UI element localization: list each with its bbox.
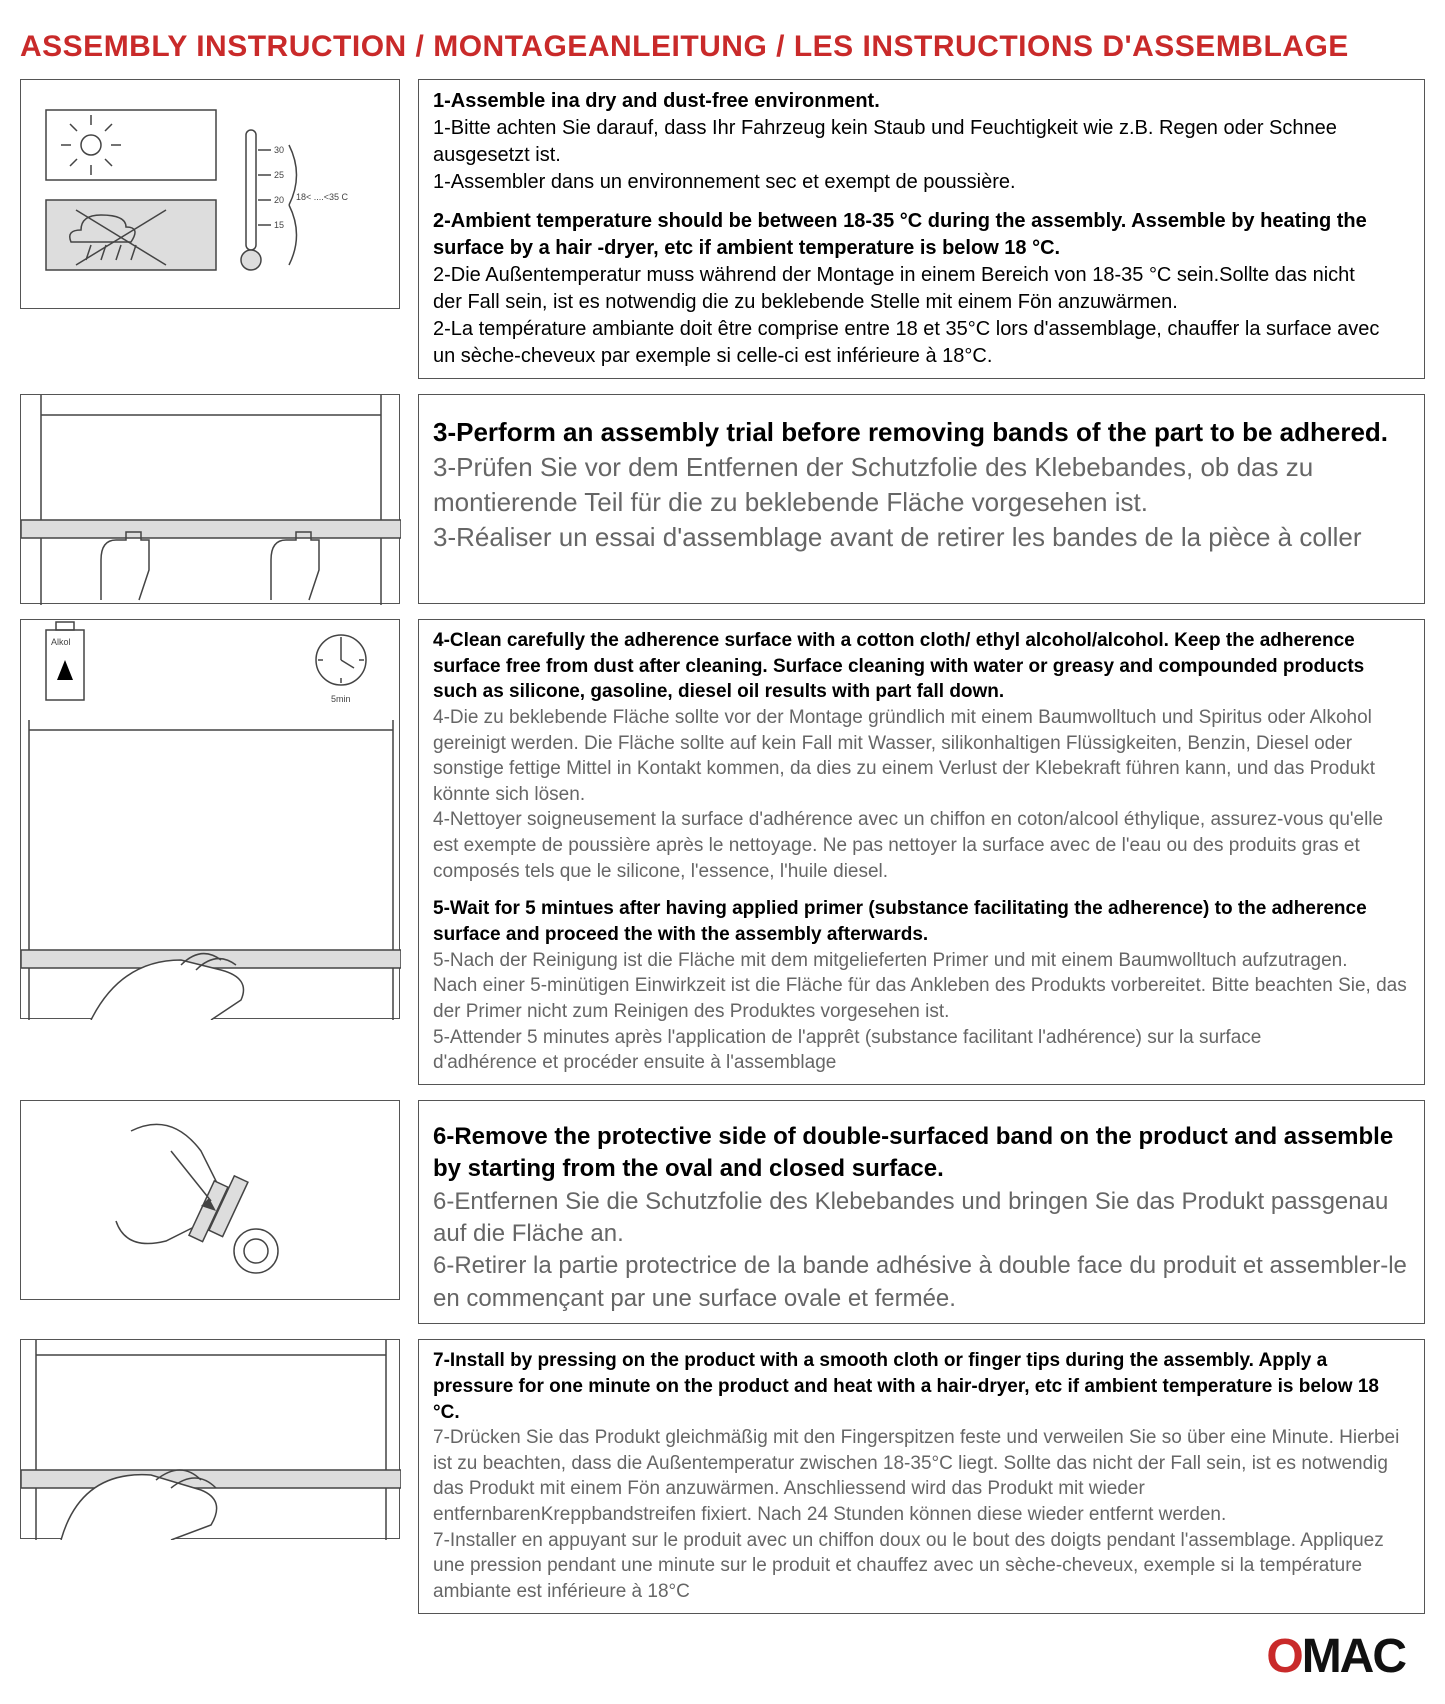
brand-logo: OMAC bbox=[1266, 1629, 1405, 1684]
svg-text:15: 15 bbox=[274, 220, 284, 230]
logo-red-o: O bbox=[1266, 1630, 1301, 1683]
svg-text:25: 25 bbox=[274, 170, 284, 180]
instruction-line: 5-Wait for 5 mintues after having applie… bbox=[433, 896, 1410, 947]
illus-5 bbox=[20, 1339, 400, 1539]
instruction-line: 3-Prüfen Sie vor dem Entfernen der Schut… bbox=[433, 450, 1410, 520]
instruction-line: Nach einer 5-minütigen Einwirkzeit ist d… bbox=[433, 973, 1410, 1024]
text-block-1: 1-Assemble ina dry and dust-free environ… bbox=[418, 79, 1425, 379]
page-title: ASSEMBLY INSTRUCTION / MONTAGEANLEITUNG … bbox=[20, 30, 1425, 64]
instruction-line: 6-Retirer la partie protectrice de la ba… bbox=[433, 1250, 1410, 1315]
illus-4 bbox=[20, 1100, 400, 1300]
instruction-line: une pression pendant une minute sur le p… bbox=[433, 1553, 1410, 1604]
logo-row: OMAC bbox=[20, 1629, 1425, 1684]
svg-text:20: 20 bbox=[274, 195, 284, 205]
section-4: 6-Remove the protective side of double-s… bbox=[20, 1100, 1425, 1324]
section-1: 30 25 20 15 18< ....<35 C 1-Assemble ina… bbox=[20, 79, 1425, 379]
instruction-line: 6-Remove the protective side of double-s… bbox=[433, 1121, 1410, 1186]
text-block-5: 7-Install by pressing on the product wit… bbox=[418, 1339, 1425, 1613]
logo-black-text: MAC bbox=[1302, 1630, 1405, 1683]
section-5: 7-Install by pressing on the product wit… bbox=[20, 1339, 1425, 1613]
illus-3: Alkol 5min bbox=[20, 619, 400, 1019]
text-block-3: 4-Clean carefully the adherence surface … bbox=[418, 619, 1425, 1085]
instruction-line: 3-Réaliser un essai d'assemblage avant d… bbox=[433, 520, 1410, 555]
instruction-line: 1-Bitte achten Sie darauf, dass Ihr Fahr… bbox=[433, 115, 1410, 169]
instruction-line: 5-Attender 5 minutes après l'application… bbox=[433, 1025, 1410, 1051]
instruction-line: 2-Ambient temperature should be between … bbox=[433, 208, 1410, 262]
instruction-line: 7-Install by pressing on the product wit… bbox=[433, 1348, 1410, 1425]
instruction-line: 7-Installer en appuyant sur le produit a… bbox=[433, 1528, 1410, 1554]
text-block-2: 3-Perform an assembly trial before remov… bbox=[418, 394, 1425, 604]
instruction-line: 4-Die zu beklebende Fläche sollte vor de… bbox=[433, 705, 1410, 808]
instruction-line: un sèche-cheveux par exemple si celle-ci… bbox=[433, 343, 1410, 370]
instruction-line: 7-Drücken Sie das Produkt gleichmäßig mi… bbox=[433, 1425, 1410, 1528]
instruction-line: der Fall sein, ist es notwendig die zu b… bbox=[433, 289, 1410, 316]
section-3: Alkol 5min 4-Clean carefully the adheren… bbox=[20, 619, 1425, 1085]
illus-2 bbox=[20, 394, 400, 604]
instruction-line: 6-Entfernen Sie die Schutzfolie des Kleb… bbox=[433, 1186, 1410, 1251]
instruction-line: 3-Perform an assembly trial before remov… bbox=[433, 415, 1410, 450]
section-2: 3-Perform an assembly trial before remov… bbox=[20, 394, 1425, 604]
text-block-4: 6-Remove the protective side of double-s… bbox=[418, 1100, 1425, 1324]
instruction-line: 1-Assembler dans un environnement sec et… bbox=[433, 169, 1410, 196]
instruction-line: 1-Assemble ina dry and dust-free environ… bbox=[433, 88, 1410, 115]
svg-text:Alkol: Alkol bbox=[51, 637, 71, 647]
instruction-line: 4-Clean carefully the adherence surface … bbox=[433, 628, 1410, 705]
instruction-line: 5-Nach der Reinigung ist die Fläche mit … bbox=[433, 948, 1410, 974]
instruction-line: 2-Die Außentemperatur muss während der M… bbox=[433, 262, 1410, 289]
instruction-line: 2-La température ambiante doit être comp… bbox=[433, 316, 1410, 343]
instruction-line: 4-Nettoyer soigneusement la surface d'ad… bbox=[433, 807, 1410, 884]
svg-text:30: 30 bbox=[274, 145, 284, 155]
illus-1: 30 25 20 15 18< ....<35 C bbox=[20, 79, 400, 309]
instruction-line: d'adhérence et procéder ensuite à l'asse… bbox=[433, 1050, 1410, 1076]
svg-text:18< ....<35 C: 18< ....<35 C bbox=[296, 192, 349, 202]
svg-text:5min: 5min bbox=[331, 694, 351, 704]
